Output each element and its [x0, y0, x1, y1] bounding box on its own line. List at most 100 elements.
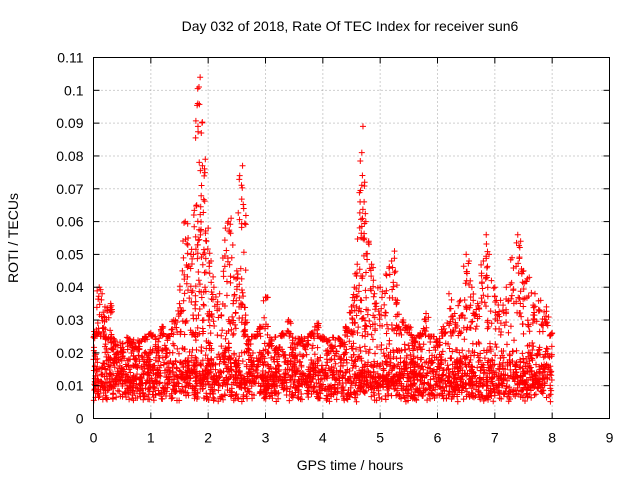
data-point — [539, 322, 546, 329]
data-point — [490, 398, 497, 405]
data-point — [231, 351, 238, 358]
plot-frame — [93, 57, 610, 419]
data-point — [227, 393, 234, 400]
data-point — [497, 297, 504, 304]
data-point — [521, 397, 528, 404]
data-point — [193, 202, 200, 209]
data-point — [544, 322, 551, 329]
data-point — [308, 383, 315, 390]
data-point — [184, 287, 191, 294]
data-point — [446, 305, 453, 312]
data-point — [179, 267, 186, 274]
data-point — [118, 374, 125, 381]
data-point — [195, 128, 202, 135]
data-point — [446, 382, 453, 389]
data-point — [393, 387, 400, 394]
data-point — [174, 318, 181, 325]
data-point — [228, 254, 235, 261]
data-point — [371, 358, 378, 365]
data-point — [107, 306, 114, 313]
data-point — [466, 304, 473, 311]
data-point — [388, 257, 395, 264]
data-point — [452, 363, 459, 370]
data-point — [208, 296, 215, 303]
data-point — [271, 371, 278, 378]
data-point — [370, 389, 377, 396]
data-point — [494, 317, 501, 324]
data-point — [292, 352, 299, 359]
data-point — [283, 391, 290, 398]
data-point — [193, 346, 200, 353]
data-point — [372, 306, 379, 313]
data-point — [425, 364, 432, 371]
data-point — [237, 372, 244, 379]
data-point — [291, 376, 298, 383]
data-point — [407, 393, 414, 400]
data-point — [354, 329, 361, 336]
data-point — [519, 279, 526, 286]
data-point — [214, 307, 221, 314]
data-point — [393, 392, 400, 399]
data-point — [479, 383, 486, 390]
data-point — [454, 398, 461, 405]
data-point — [162, 367, 169, 374]
data-point — [274, 382, 281, 389]
data-point — [249, 370, 256, 377]
data-point — [196, 226, 203, 233]
data-point — [202, 352, 209, 359]
data-point — [202, 228, 209, 235]
data-point — [417, 344, 424, 351]
data-point — [194, 362, 201, 369]
data-point — [510, 264, 517, 271]
data-point — [314, 344, 321, 351]
data-point — [194, 241, 201, 248]
data-point — [223, 247, 230, 254]
data-point — [439, 390, 446, 397]
data-point — [198, 129, 205, 136]
data-point — [174, 345, 181, 352]
data-point — [391, 255, 398, 262]
data-point — [411, 388, 418, 395]
data-point — [448, 332, 455, 339]
data-point — [193, 315, 200, 322]
data-point — [140, 389, 147, 396]
data-point — [517, 238, 524, 245]
data-point — [242, 385, 249, 392]
data-point — [528, 394, 535, 401]
data-point — [427, 376, 434, 383]
data-point — [428, 333, 435, 340]
data-point — [279, 377, 286, 384]
data-point — [359, 172, 366, 179]
data-point — [346, 338, 353, 345]
data-point — [524, 275, 531, 282]
data-point — [156, 380, 163, 387]
data-point — [380, 366, 387, 373]
data-point — [475, 384, 482, 391]
data-point — [448, 395, 455, 402]
data-point — [343, 392, 350, 399]
data-point — [163, 347, 170, 354]
data-point — [460, 324, 467, 331]
data-point — [91, 344, 98, 351]
data-point — [359, 275, 366, 282]
data-point — [272, 388, 279, 395]
data-point — [295, 335, 302, 342]
data-point — [346, 393, 353, 400]
data-point — [429, 359, 436, 366]
data-point — [459, 347, 466, 354]
data-point — [207, 384, 214, 391]
y-axis-label: ROTI / TECUs — [5, 193, 21, 283]
data-point — [296, 380, 303, 387]
data-point — [496, 308, 503, 315]
data-point — [463, 363, 470, 370]
data-point — [380, 350, 387, 357]
data-point — [499, 307, 506, 314]
data-point — [503, 341, 510, 348]
data-point — [389, 286, 396, 293]
data-point — [340, 372, 347, 379]
data-point — [240, 293, 247, 300]
data-point — [198, 192, 205, 199]
data-point — [182, 320, 189, 327]
data-point — [509, 348, 516, 355]
data-point — [126, 366, 133, 373]
